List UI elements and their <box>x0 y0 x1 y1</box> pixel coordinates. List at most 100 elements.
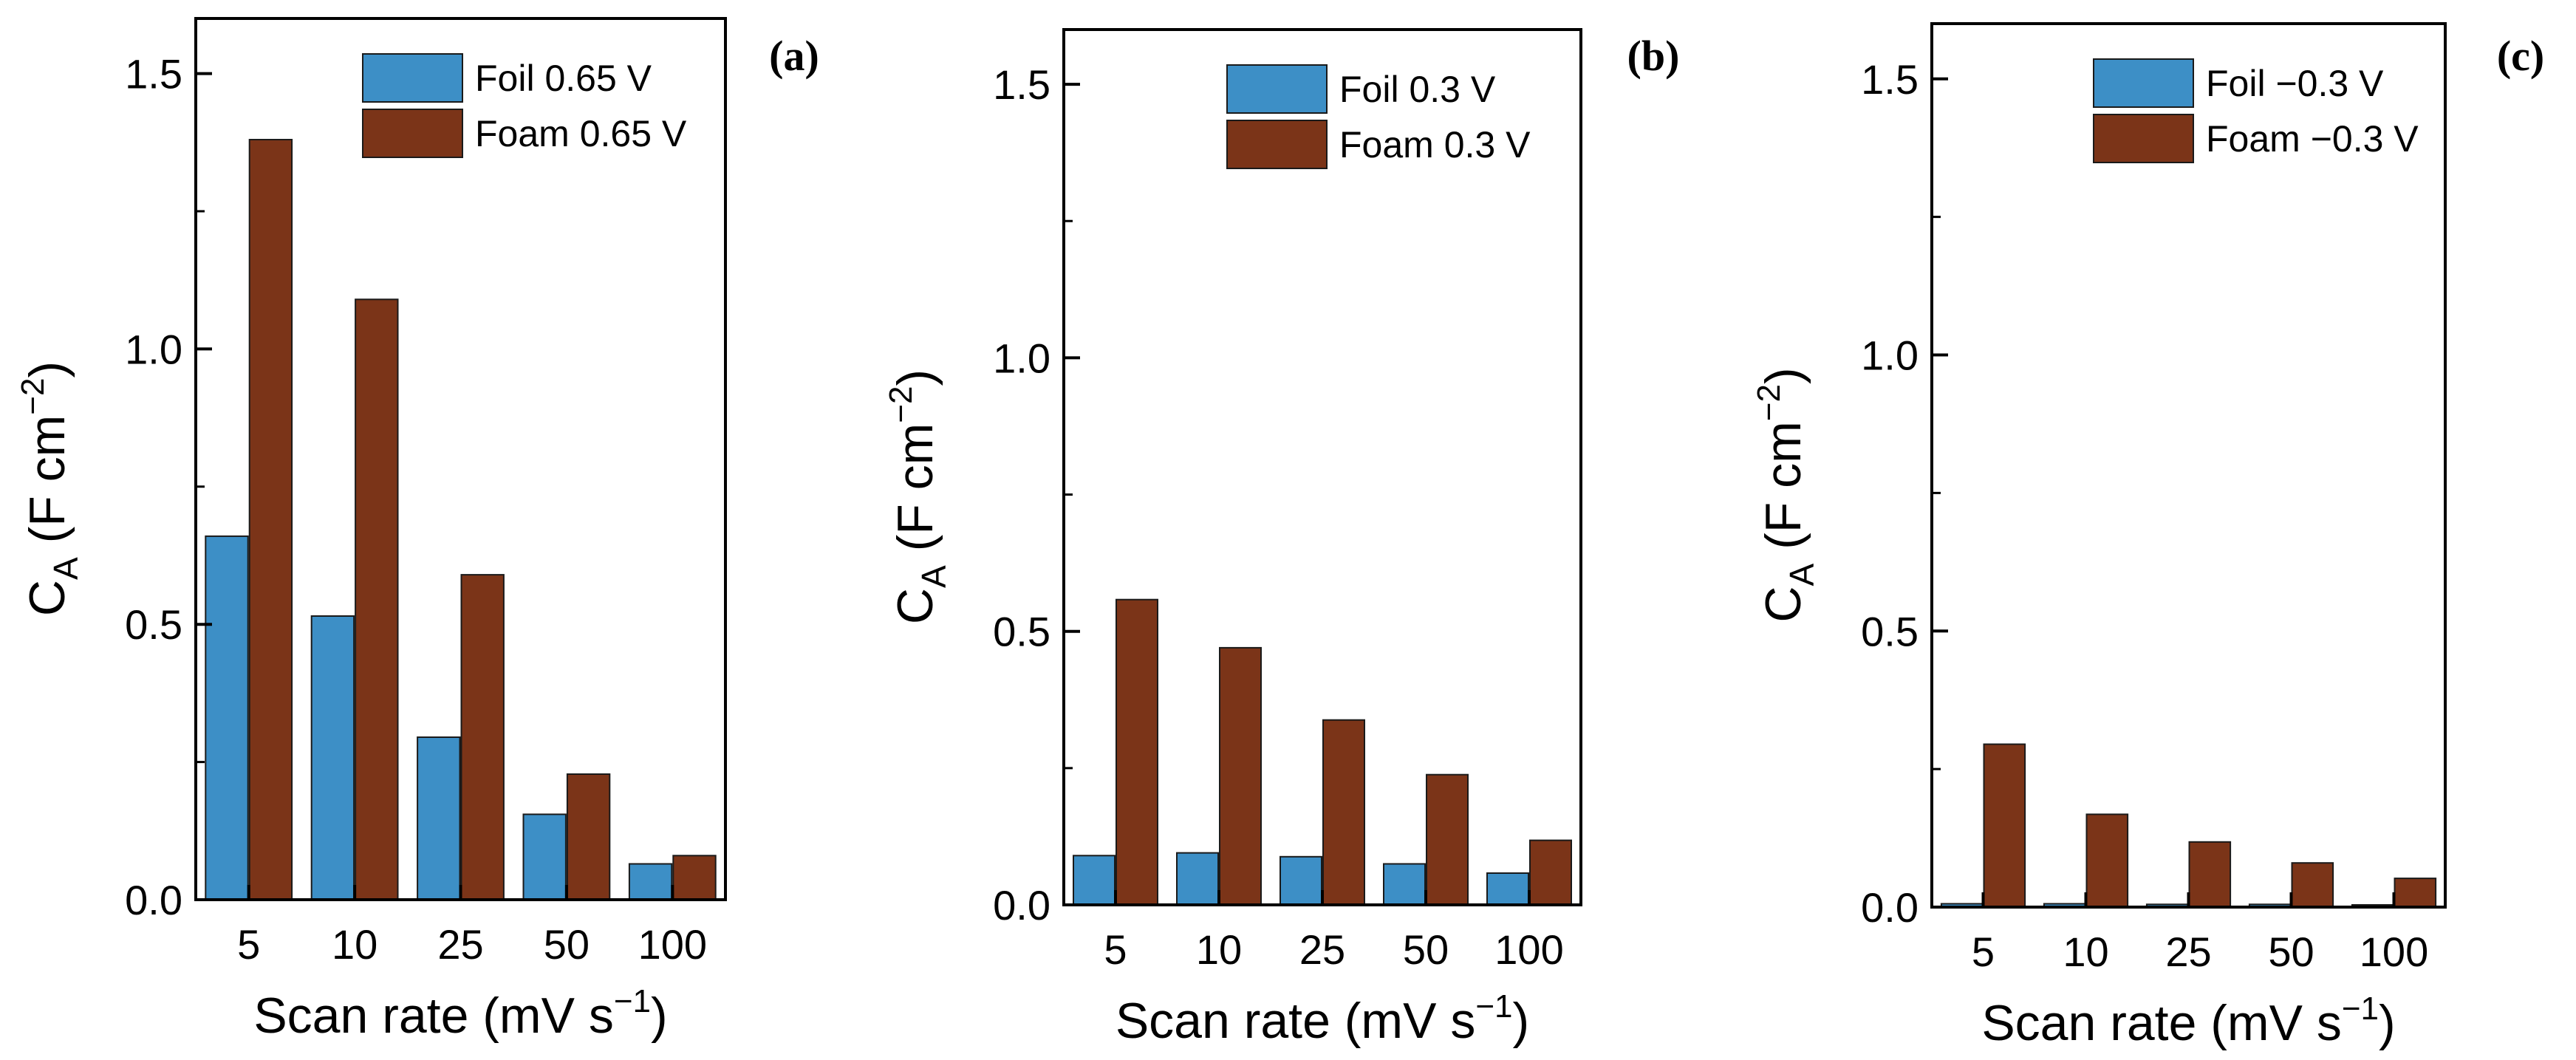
bar-foil-50 <box>522 813 567 901</box>
y-tick-label: 1.5 <box>1861 56 1919 103</box>
x-axis-title-end: ) <box>651 988 668 1044</box>
y-tick-label: 0.5 <box>993 609 1050 655</box>
y-tick-label: 0.0 <box>125 877 182 923</box>
bar-foam-25 <box>2188 841 2232 909</box>
x-axis-title: Scan rate (mV s−1) <box>1116 988 1529 1049</box>
bar-foil-50 <box>1383 863 1426 906</box>
y-tick-label: 0.5 <box>125 601 182 648</box>
x-tick-label: 25 <box>1299 926 1345 973</box>
legend-swatch-foam <box>362 109 463 158</box>
x-tick-label: 5 <box>1104 926 1127 973</box>
x-tick-label: 100 <box>1494 926 1563 973</box>
y-tick-label: 1.5 <box>993 61 1050 108</box>
y-axis-title-subscript: A <box>915 565 953 588</box>
x-tick-label: 25 <box>2165 929 2211 975</box>
x-tick-label: 50 <box>544 921 590 968</box>
y-tick-label: 0.0 <box>993 882 1050 929</box>
y-axis-title-mid: (F cm <box>19 415 75 558</box>
y-axis-title-subscript: A <box>1783 564 1821 587</box>
bar-foam-50 <box>566 773 611 900</box>
bar-foil-25 <box>417 736 461 900</box>
x-tick-label: 10 <box>1196 926 1242 973</box>
y-axis-title: CA (F cm−2) <box>883 369 953 624</box>
x-axis-title: Scan rate (mV s−1) <box>253 983 667 1044</box>
y-axis-title-end: ) <box>1755 367 1811 384</box>
bar-foil-25 <box>1280 855 1322 906</box>
legend-label-foam: Foam 0.3 V <box>1339 124 1531 165</box>
bar-foam-5 <box>1983 743 2026 908</box>
x-axis-title-superscript: −1 <box>2342 991 2379 1027</box>
bar-foam-100 <box>2394 878 2437 908</box>
bar-foam-50 <box>2291 862 2334 908</box>
x-axis-title: Scan rate (mV s−1) <box>1981 991 2395 1051</box>
y-axis-title-mid: (F cm <box>1755 421 1811 564</box>
y-axis-title-superscript: −2 <box>883 386 919 423</box>
bar-foil-10 <box>1176 852 1219 906</box>
bar-foam-10 <box>355 298 399 900</box>
y-tick-label: 0.0 <box>1861 884 1919 931</box>
bar-foil-100 <box>1486 872 1529 906</box>
bar-foam-100 <box>1529 839 1572 906</box>
bar-foil-5 <box>205 535 249 901</box>
x-axis-title-end: ) <box>1513 993 1530 1049</box>
y-axis-title-superscript: −2 <box>1751 384 1787 421</box>
legend-swatch-foil <box>2093 58 2194 108</box>
legend-swatch-foil <box>1226 64 1328 114</box>
legend-swatch-foil <box>362 53 463 103</box>
bar-foil-100 <box>628 863 673 900</box>
bar-foam-5 <box>1116 598 1158 906</box>
panel-label: (a) <box>769 32 819 80</box>
y-axis-title-end: ) <box>887 369 943 386</box>
y-axis-title-main: C <box>1755 587 1811 623</box>
bar-foam-25 <box>460 574 505 900</box>
x-tick-label: 50 <box>1403 926 1449 973</box>
y-tick-label: 1.0 <box>125 326 182 372</box>
bar-foam-100 <box>672 855 717 901</box>
bar-foam-25 <box>1322 719 1365 906</box>
x-tick-label: 100 <box>2360 929 2428 975</box>
x-tick-label: 25 <box>437 921 483 968</box>
bar-foam-10 <box>1219 646 1262 906</box>
chart-panel-1: 0.0 0.5 1.0 1.5 5 10 25 50 100 Scan rate (mV s−1)… <box>15 17 819 1044</box>
bar-foam-5 <box>248 139 293 900</box>
y-tick-label: 1.0 <box>1861 332 1919 379</box>
x-axis-title-superscript: −1 <box>1475 988 1512 1025</box>
legend-swatch-foam <box>2093 114 2194 163</box>
y-axis-title-superscript: −2 <box>15 378 51 415</box>
x-tick-label: 10 <box>2063 929 2108 975</box>
bar-foil-10 <box>310 615 355 900</box>
y-axis-title: CA (F cm−2) <box>15 361 85 616</box>
x-axis-title-main: Scan rate (mV s <box>1981 995 2342 1051</box>
y-axis-title: CA (F cm−2) <box>1751 367 1821 622</box>
legend-label-foam: Foam −0.3 V <box>2206 118 2419 160</box>
y-axis-title-main: C <box>887 588 943 624</box>
chart-panel-2: 0.0 0.5 1.0 1.5 5 10 25 50 100 Scan rate (mV s−1)… <box>883 28 1680 1049</box>
x-axis-title-main: Scan rate (mV s <box>253 988 614 1044</box>
y-tick-label: 0.5 <box>1861 608 1919 654</box>
panel-label: (c) <box>2497 32 2544 80</box>
y-axis-title-main: C <box>19 580 75 616</box>
x-tick-label: 100 <box>638 921 707 968</box>
x-tick-label: 50 <box>2268 929 2314 975</box>
y-tick-label: 1.0 <box>993 335 1050 381</box>
y-axis-title-subscript: A <box>47 557 85 580</box>
bar-foam-10 <box>2085 813 2129 909</box>
panel-label: (b) <box>1627 32 1680 80</box>
x-tick-label: 5 <box>237 921 260 968</box>
x-tick-label: 10 <box>332 921 377 968</box>
chart-panel-3: 0.0 0.5 1.0 1.5 5 10 25 50 100 Scan rate (mV s−1)… <box>1751 22 2544 1051</box>
y-axis-title-mid: (F cm <box>887 423 943 566</box>
legend-swatch-foam <box>1226 120 1328 169</box>
legend-label-foam: Foam 0.65 V <box>475 113 687 154</box>
x-axis-title-main: Scan rate (mV s <box>1116 993 1476 1049</box>
legend-label-foil: Foil 0.3 V <box>1339 69 1496 110</box>
y-tick-label: 1.5 <box>125 51 182 98</box>
legend-label-foil: Foil 0.65 V <box>475 58 652 99</box>
bar-foil-5 <box>1073 855 1116 906</box>
legend-label-foil: Foil −0.3 V <box>2206 63 2384 104</box>
x-tick-label: 5 <box>1972 929 1995 975</box>
x-axis-title-end: ) <box>2379 995 2396 1051</box>
bar-foam-50 <box>1426 773 1469 906</box>
x-axis-title-superscript: −1 <box>614 983 651 1019</box>
